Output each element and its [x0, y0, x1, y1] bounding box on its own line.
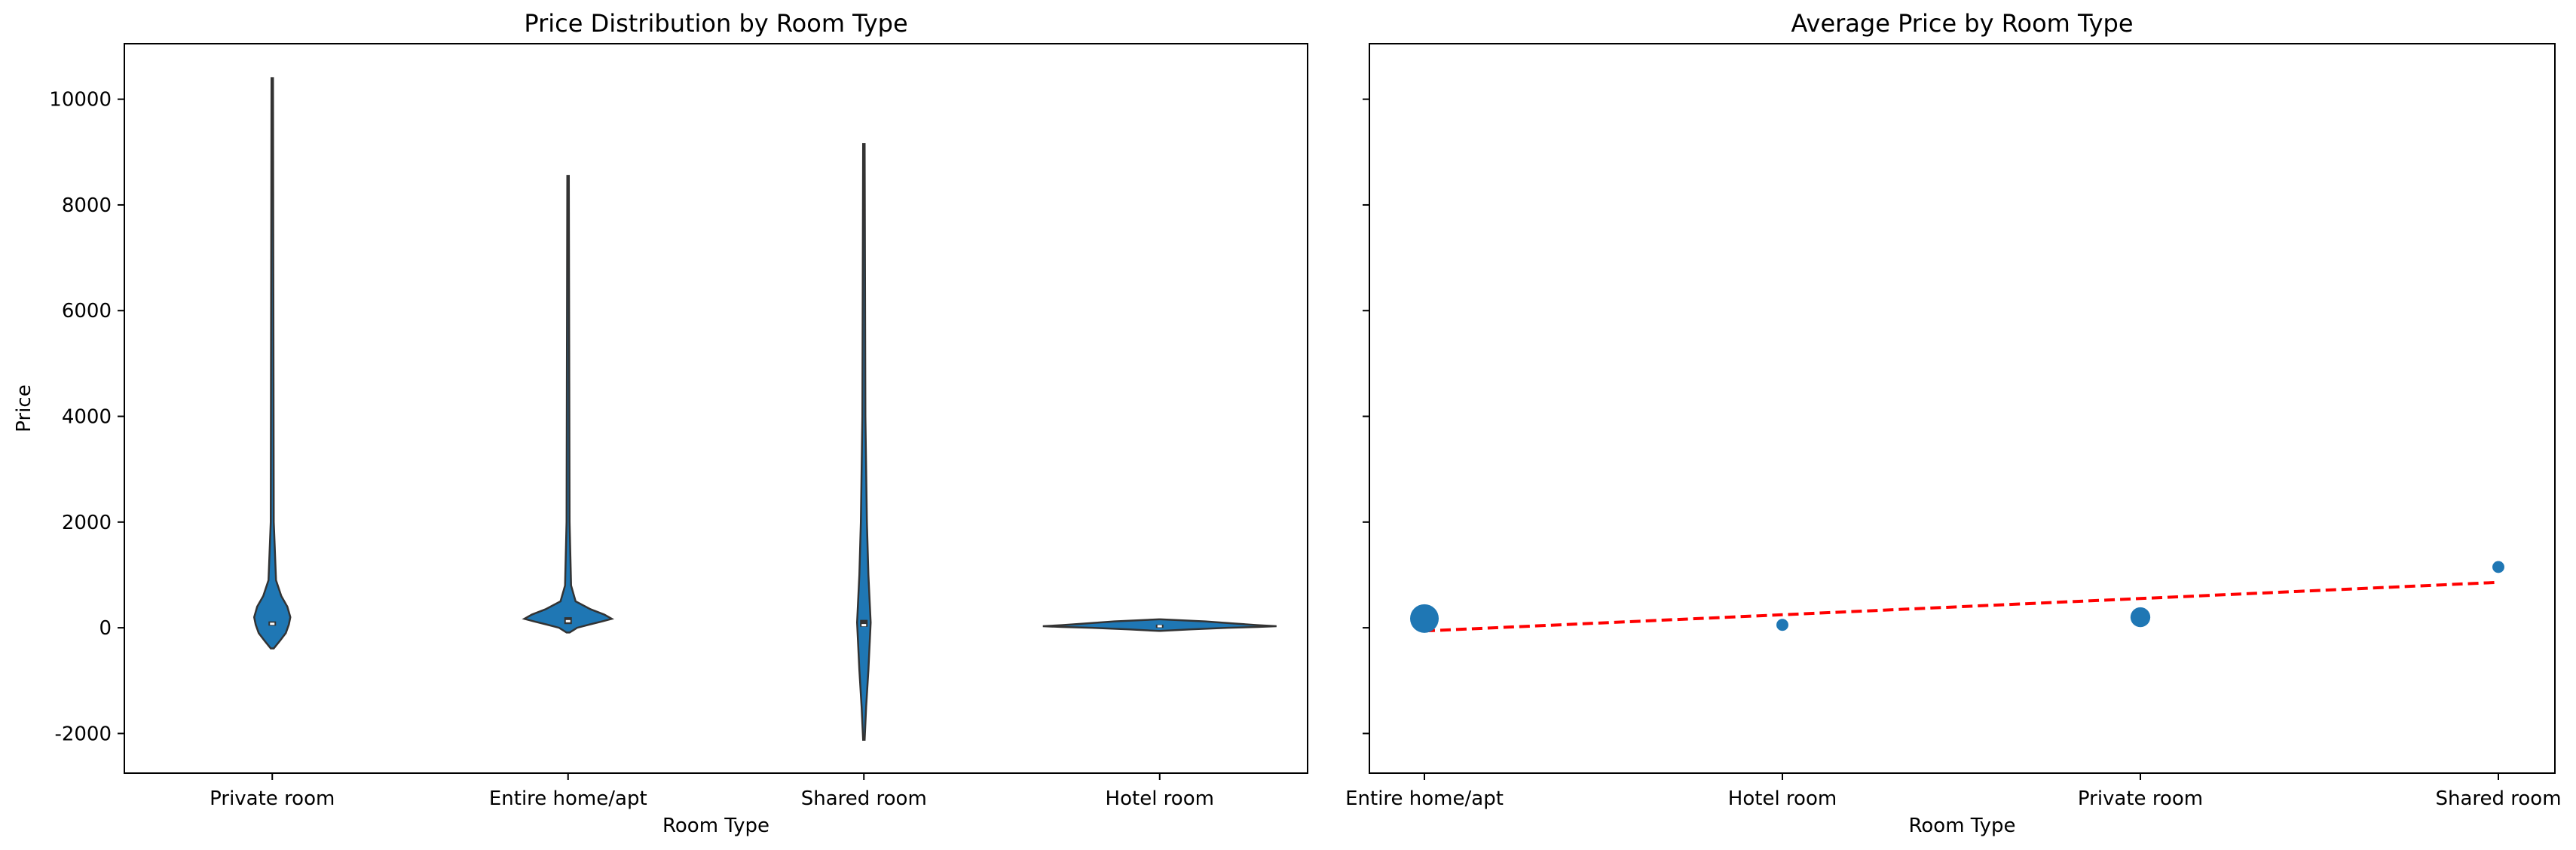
violin-chart: Price Distribution by Room Type Room Type… [13, 9, 1308, 837]
y-tick-label: 10000 [49, 89, 112, 112]
violin-inner-box [860, 619, 868, 627]
plot-frame [124, 43, 1308, 774]
x-tick-label: Entire home/apt [1345, 787, 1504, 810]
y-tick-label: 0 [99, 617, 112, 640]
x-tick-label: Hotel room [1728, 787, 1837, 810]
x-axis-label: Room Type [662, 815, 769, 837]
scatter-point [2492, 561, 2504, 573]
violin-body [855, 143, 872, 741]
x-tick-label: Private room [210, 787, 335, 810]
y-tick-label: 8000 [62, 194, 112, 217]
y-tick-label: 6000 [62, 300, 112, 323]
trend-line [1424, 580, 2499, 633]
x-tick-label: Entire home/apt [489, 787, 647, 810]
x-tick-label: Shared room [2435, 787, 2561, 810]
chart-title: Price Distribution by Room Type [524, 9, 907, 38]
scatter-point [1410, 604, 1439, 633]
plot-frame [1369, 43, 2556, 774]
y-axis-label: Price [13, 384, 35, 432]
violin-body [522, 175, 615, 634]
x-tick-label: Private room [2078, 787, 2203, 810]
violin-body [252, 77, 292, 650]
scatter-chart: Average Price by Room Type Room Type Entir… [1345, 9, 2561, 837]
y-tick-label: -2000 [54, 723, 112, 745]
y-tick-label: 4000 [62, 406, 112, 429]
scatter-point [1776, 619, 1788, 631]
chart-title: Average Price by Room Type [1791, 9, 2133, 38]
x-axis-label: Room Type [1908, 815, 2015, 837]
scatter-point [2130, 607, 2151, 628]
x-tick-label: Shared room [801, 787, 927, 810]
x-tick-label: Hotel room [1106, 787, 1214, 810]
y-tick-label: 2000 [62, 512, 112, 534]
